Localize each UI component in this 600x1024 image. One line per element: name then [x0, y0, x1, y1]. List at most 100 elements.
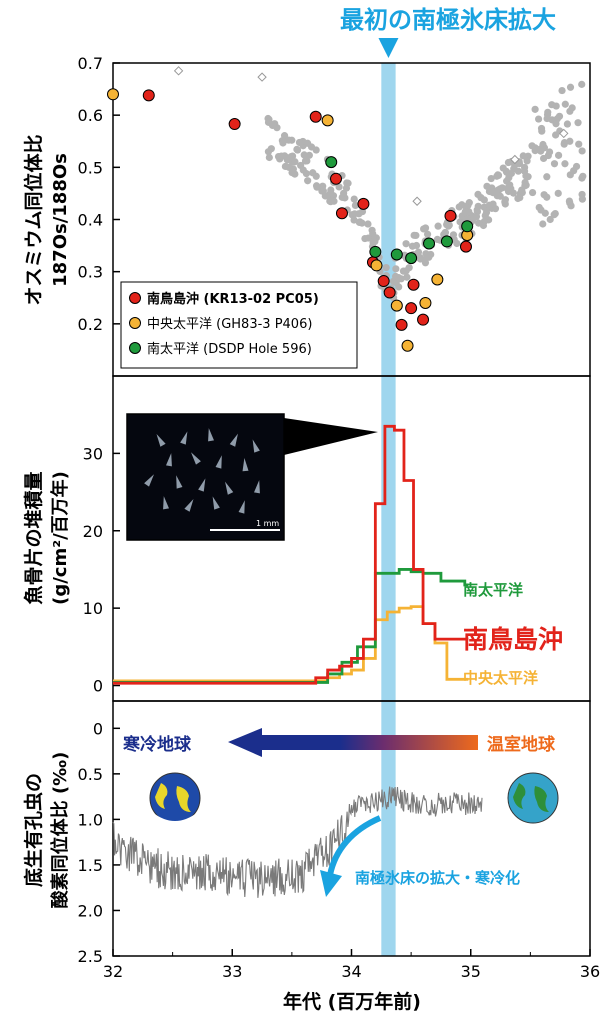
- background-point: [340, 189, 348, 197]
- data-point: [309, 110, 322, 123]
- background-point: [364, 234, 372, 242]
- data-point: [325, 156, 338, 169]
- svg-text:(g/cm²/百万年): (g/cm²/百万年): [49, 471, 71, 605]
- legend: 南鳥島沖 (KR13-02 PC05) 中央太平洋 (GH83-3 P406) 南太…: [120, 281, 358, 369]
- background-point: [552, 131, 560, 139]
- background-point: [264, 148, 273, 156]
- fish-tooth: [190, 452, 201, 465]
- background-point: [287, 153, 295, 161]
- cooling-arrow-shaft: [327, 815, 382, 876]
- globe-land: [155, 783, 168, 809]
- x-tick-label: 36: [580, 962, 600, 981]
- background-point: [548, 101, 556, 109]
- legend-label: 南鳥島沖 (KR13-02 PC05): [147, 291, 319, 307]
- fish-tooth: [166, 453, 172, 467]
- background-point: [514, 167, 522, 175]
- background-point: [350, 216, 358, 224]
- background-point: [572, 162, 581, 171]
- background-point: [537, 206, 545, 214]
- background-point: [486, 184, 494, 192]
- background-point: [522, 172, 530, 180]
- background-point: [301, 157, 310, 165]
- fish-tooth: [176, 475, 183, 489]
- background-point: [561, 160, 569, 168]
- y-tick-label: 0.2: [78, 315, 103, 334]
- fish-tooth: [212, 496, 220, 510]
- svg-text:酸素同位体比 (‰): 酸素同位体比 (‰): [49, 752, 71, 909]
- svg-text:底生有孔虫の: 底生有孔虫の: [22, 773, 45, 887]
- background-point: [578, 80, 586, 88]
- inset-pointer: [284, 418, 378, 455]
- background-point: [544, 108, 552, 116]
- background-point: [321, 192, 329, 200]
- background-point: [461, 208, 469, 216]
- background-point: [550, 211, 558, 219]
- background-point: [453, 239, 461, 248]
- fish-tooth: [163, 496, 169, 510]
- cooling-label: 南極氷床の拡大・寒冷化: [355, 869, 520, 887]
- fish-tooth: [208, 428, 214, 442]
- data-point: [228, 118, 241, 131]
- y-label-panel-2-units: (g/cm²/百万年): [49, 471, 71, 605]
- open-diamond-marker: [257, 72, 267, 82]
- background-point: [514, 194, 522, 203]
- x-axis-label: 年代 (百万年前): [283, 990, 421, 1013]
- step-line: [113, 605, 469, 683]
- legend-marker: [129, 342, 141, 354]
- data-point: [329, 172, 342, 185]
- data-point: [395, 318, 408, 331]
- y-tick-label: 2.5: [78, 947, 103, 966]
- fish-tooth: [215, 455, 222, 469]
- x-tick-label: 32: [103, 962, 123, 981]
- globe-land: [176, 786, 191, 812]
- background-point: [519, 152, 527, 160]
- greenhouse-earth-globe: [507, 772, 559, 824]
- background-point: [358, 219, 366, 227]
- background-point: [304, 139, 312, 147]
- background-point: [574, 119, 582, 127]
- event-label: 最初の南極氷床拡大: [340, 6, 556, 34]
- background-point: [554, 189, 562, 197]
- fish-tooth: [254, 480, 260, 494]
- data-point: [142, 89, 155, 102]
- background-point: [560, 138, 569, 147]
- background-point: [420, 256, 428, 264]
- background-point: [285, 163, 293, 171]
- y-tick-label: 0.6: [78, 106, 103, 125]
- legend-marker: [129, 292, 141, 304]
- background-point: [335, 183, 343, 191]
- y-label-panel-1-ratio: 187Os/188Os: [50, 153, 71, 287]
- background-point: [382, 263, 390, 272]
- series-label-south-pacific: 南太平洋: [463, 581, 523, 599]
- background-point: [463, 214, 471, 223]
- legend-label: 南太平洋 (DSDP Hole 596): [147, 341, 312, 357]
- data-point: [459, 240, 472, 253]
- background-point: [281, 152, 289, 160]
- y-tick-label: 30: [83, 444, 103, 463]
- background-point: [578, 174, 586, 182]
- background-point: [534, 115, 543, 123]
- open-diamond-marker: [510, 154, 520, 165]
- warm-to-cold-arrow: [228, 728, 478, 757]
- legend-label: 中央太平洋 (GH83-3 P406): [147, 317, 312, 332]
- open-diamond-marker: [412, 196, 422, 206]
- greenhouse-earth-label: 温室地球: [487, 734, 556, 755]
- highlight-band: [381, 63, 396, 956]
- background-point: [504, 186, 512, 194]
- step-line: [113, 424, 469, 685]
- background-point: [412, 241, 421, 250]
- background-point: [531, 105, 539, 113]
- globe-land: [534, 786, 549, 812]
- background-point: [395, 283, 403, 291]
- background-point: [528, 142, 536, 150]
- background-point: [550, 160, 559, 168]
- cold-earth-label: 寒冷地球: [123, 734, 192, 755]
- background-point: [474, 202, 482, 210]
- y-label-panel-1: オスミウム同位体比: [22, 134, 45, 305]
- background-point: [566, 107, 574, 115]
- background-point: [402, 240, 410, 248]
- background-point: [504, 158, 513, 167]
- background-point: [499, 164, 507, 172]
- background-point: [521, 178, 529, 187]
